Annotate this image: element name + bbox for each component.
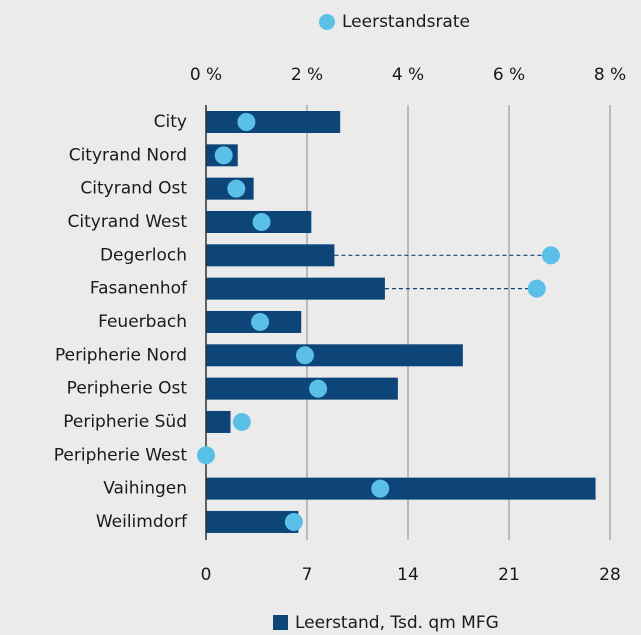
bar <box>206 377 398 400</box>
y-tick-label: Weilimdorf <box>96 512 188 532</box>
y-tick-label: Peripherie Nord <box>55 345 187 365</box>
x-tick-label: 14 <box>397 565 419 585</box>
bar <box>206 477 596 500</box>
dot <box>527 279 546 298</box>
dot <box>252 212 271 231</box>
dot <box>237 113 256 131</box>
dot <box>295 346 314 365</box>
x2-tick-label: 2 % <box>291 65 323 85</box>
dot <box>197 446 215 465</box>
y-tick-label: Degerloch <box>100 245 187 265</box>
x-tick-label: 21 <box>498 565 520 585</box>
dot <box>541 246 560 265</box>
y-tick-label: Cityrand West <box>68 212 188 232</box>
y-tick-label: Cityrand Ost <box>80 179 187 199</box>
y-tick-label: Peripherie West <box>54 445 188 465</box>
y-tick-label: Cityrand Nord <box>69 145 187 165</box>
dot <box>232 412 251 431</box>
y-tick-label: Vaihingen <box>103 479 187 499</box>
bar <box>206 244 335 267</box>
legend-label: Leerstand, Tsd. qm MFG <box>295 613 499 633</box>
dot <box>309 379 328 398</box>
bar <box>206 510 299 533</box>
y-tick-label: Peripherie Süd <box>63 412 187 432</box>
bar <box>206 277 385 300</box>
dot <box>227 179 246 198</box>
dot <box>284 512 303 531</box>
y-tick-label: Feuerbach <box>98 312 187 332</box>
x2-tick-label: 4 % <box>392 65 424 85</box>
bar <box>206 410 231 433</box>
dot <box>371 479 390 498</box>
legend-marker <box>273 615 288 630</box>
x2-tick-label: 8 % <box>594 65 626 85</box>
legend-label: Leerstandsrate <box>342 12 470 32</box>
y-tick-label: City <box>154 112 187 132</box>
x2-tick-label: 0 % <box>190 65 222 85</box>
bar <box>206 344 463 367</box>
legend-marker <box>319 14 335 30</box>
bar <box>206 111 341 133</box>
dot <box>251 312 270 331</box>
y-tick-label: Fasanenhof <box>90 279 188 299</box>
x-tick-label: 7 <box>302 565 313 585</box>
y-tick-label: Peripherie Ost <box>67 379 188 399</box>
x2-tick-label: 6 % <box>493 65 525 85</box>
dot <box>214 146 233 165</box>
x-tick-label: 0 <box>201 565 212 585</box>
x-tick-label: 28 <box>599 565 621 585</box>
